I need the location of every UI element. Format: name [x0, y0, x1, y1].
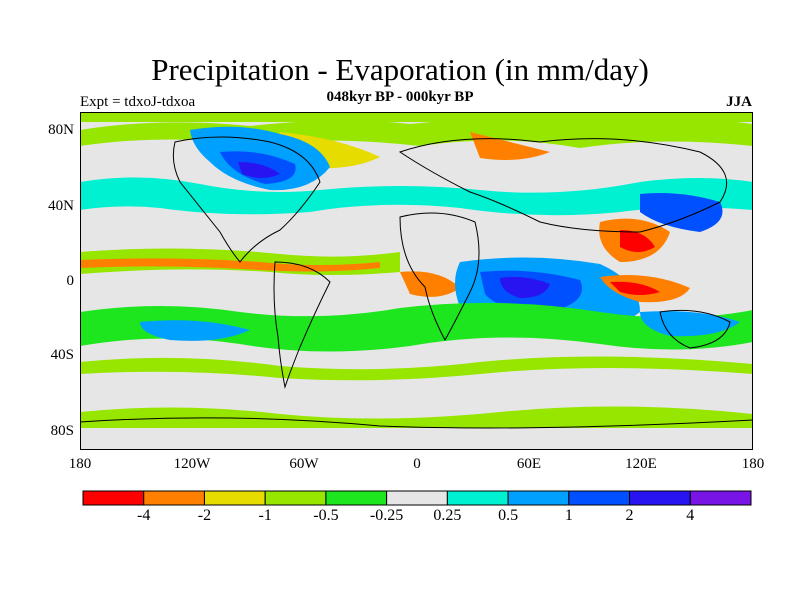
- southern-ocean-band: [80, 356, 753, 381]
- colorbar-swatch: [82, 490, 145, 506]
- season-label: JJA: [726, 94, 752, 110]
- coast-south-america: [273, 261, 331, 389]
- colorbar-swatch: [629, 490, 691, 506]
- colorbar-tick-label: -0.25: [369, 507, 404, 524]
- antarctic-ice: [80, 428, 753, 450]
- figure-subtitle: 048kyr BP - 000kyr BP: [326, 89, 474, 105]
- lat-label-80n: 80N: [48, 122, 74, 138]
- lon-label-180w: 180: [68, 456, 92, 472]
- colorbar-swatch: [203, 490, 266, 506]
- lat-label-40s: 40S: [50, 347, 74, 363]
- colorbar-swatch: [446, 490, 509, 506]
- lon-label-180e: 180: [741, 456, 765, 472]
- colorbar-tick-label: 1: [564, 507, 573, 524]
- colorbar-tick-label: -2: [197, 507, 212, 524]
- lon-label-120e: 120E: [625, 456, 657, 472]
- colorbar-swatch: [386, 490, 448, 506]
- experiment-label: Expt = tdxoJ-tdxoa: [80, 94, 196, 110]
- coast-africa: [399, 212, 480, 342]
- atlantic-dry-patch: [400, 271, 460, 297]
- colorbar-tick-label: 4: [686, 507, 695, 524]
- colorbar-tick-label: -1: [258, 507, 272, 524]
- lon-label-60e: 60E: [516, 456, 542, 472]
- colorbar-swatch: [689, 490, 752, 506]
- maritime-very-dry: [610, 281, 660, 295]
- map-svg: [80, 112, 753, 450]
- australia-wet: [640, 311, 740, 337]
- colorbar-swatch: [264, 490, 327, 506]
- south-pacific-wet: [140, 320, 250, 341]
- coast-eurasia: [398, 138, 728, 233]
- arctic-band: [80, 112, 753, 122]
- lat-label-40n: 40N: [48, 198, 74, 214]
- lon-label-0: 0: [413, 456, 421, 472]
- colorbar-tick-label: 0.25: [433, 507, 462, 524]
- colorbar-tick-label: 0.5: [498, 507, 519, 524]
- map-border: [80, 112, 753, 450]
- colorbar-tick-label: -4: [137, 507, 151, 524]
- subtropical-band-north: [80, 177, 753, 216]
- colorbar: [82, 490, 752, 506]
- coastlines: [80, 136, 753, 429]
- colorbar-swatch: [325, 490, 388, 506]
- map-panel: [80, 112, 753, 450]
- north-america-peak: [238, 162, 280, 178]
- lat-label-80s: 80S: [50, 423, 74, 439]
- colorbar-swatch: [568, 490, 631, 506]
- figure-title: Precipitation - Evaporation (in mm/day): [151, 52, 649, 87]
- southern-band: [80, 302, 753, 352]
- south-asia-very-dry: [620, 230, 655, 252]
- lon-label-120w: 120W: [173, 456, 211, 472]
- east-asia-wet: [640, 193, 723, 232]
- colorbar-swatch: [143, 490, 205, 506]
- lat-label-0: 0: [66, 273, 75, 289]
- colorbar-tick-label: -0.5: [313, 507, 339, 524]
- coast-australia: [659, 309, 731, 349]
- lon-label-60w: 60W: [289, 456, 319, 472]
- coast-north-america: [172, 136, 321, 263]
- coast-antarctica: [80, 417, 753, 429]
- colorbar-swatch: [507, 490, 570, 506]
- itcz-dry-line: [80, 258, 380, 272]
- indian-ocean-peak: [500, 276, 550, 298]
- colorbar-tick-label: 2: [625, 507, 634, 524]
